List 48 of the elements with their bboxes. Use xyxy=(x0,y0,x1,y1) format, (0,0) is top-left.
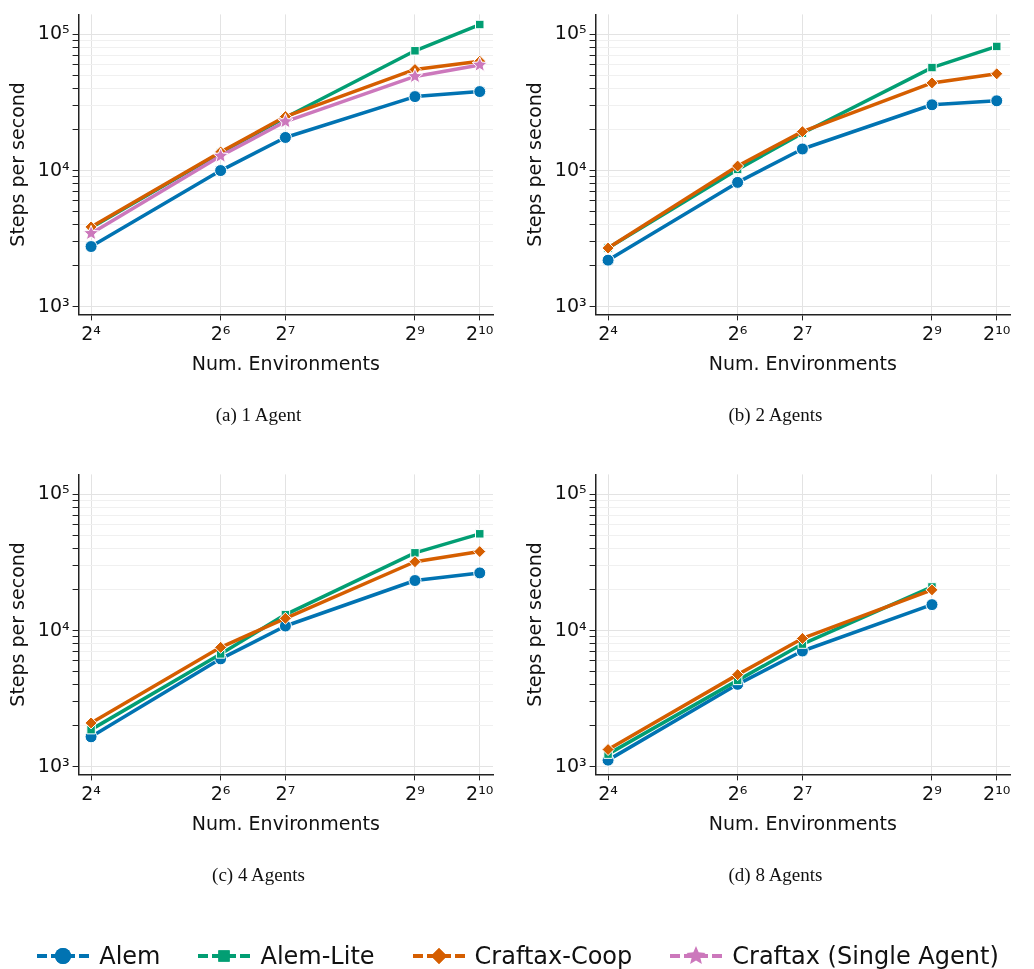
x-tick-label: 2⁶ xyxy=(727,781,748,804)
x-tick-label: 2⁷ xyxy=(275,781,296,804)
x-tick-label: 2⁷ xyxy=(275,321,296,344)
x-axis-title: Num. Environments xyxy=(708,351,897,374)
x-tick-label: 2⁶ xyxy=(210,321,231,344)
y-axis-title: Steps per second xyxy=(6,82,29,247)
x-tick-label: 2⁴ xyxy=(598,781,619,804)
y-tick-label: 10⁴ xyxy=(37,617,70,640)
x-axis-title: Num. Environments xyxy=(708,811,897,834)
y-axis-title: Steps per second xyxy=(523,542,546,707)
x-tick-label: 2¹⁰ xyxy=(466,781,494,804)
x-tick-label: 2⁷ xyxy=(792,781,813,804)
y-axis-title: Steps per second xyxy=(523,82,546,247)
y-tick-label: 10³ xyxy=(37,293,70,316)
x-axis-title: Num. Environments xyxy=(191,811,380,834)
x-tick-label: 2⁴ xyxy=(81,321,102,344)
x-axis-title: Num. Environments xyxy=(191,351,380,374)
y-tick-label: 10⁴ xyxy=(554,157,587,180)
y-axis-title: Steps per second xyxy=(6,542,29,707)
y-tick-label: 10⁵ xyxy=(37,481,70,504)
x-tick-label: 2⁹ xyxy=(405,321,425,344)
legend-label: Alem xyxy=(99,942,161,969)
y-tick-label: 10⁵ xyxy=(37,21,70,44)
y-tick-label: 10⁵ xyxy=(554,21,587,44)
y-tick-label: 10³ xyxy=(37,753,70,776)
y-tick-label: 10³ xyxy=(554,293,587,316)
legend-label: Craftax (Single Agent) xyxy=(732,942,999,969)
y-tick-label: 10³ xyxy=(554,753,587,776)
text: (d) 8 Agents xyxy=(727,864,824,886)
x-tick-label: 2⁷ xyxy=(792,321,813,344)
legend-label: Craftax-Coop xyxy=(474,942,633,969)
x-tick-label: 2⁶ xyxy=(727,321,748,344)
text: (a) 1 Agent xyxy=(214,404,303,426)
x-tick-label: 2¹⁰ xyxy=(983,781,1011,804)
x-tick-label: 2⁴ xyxy=(81,781,102,804)
y-tick-label: 10⁵ xyxy=(554,481,587,504)
text: (c) 4 Agents xyxy=(211,864,306,886)
y-tick-label: 10⁴ xyxy=(37,157,70,180)
x-tick-label: 2⁴ xyxy=(598,321,619,344)
x-tick-label: 2⁹ xyxy=(922,321,942,344)
y-tick-label: 10⁴ xyxy=(554,617,587,640)
legend-label: Alem-Lite xyxy=(260,942,375,969)
x-tick-label: 2⁹ xyxy=(922,781,942,804)
x-tick-label: 2¹⁰ xyxy=(983,321,1011,344)
x-tick-label: 2⁶ xyxy=(210,781,231,804)
x-tick-label: 2⁹ xyxy=(405,781,425,804)
text: (b) 2 Agents xyxy=(727,404,824,426)
x-tick-label: 2¹⁰ xyxy=(466,321,494,344)
